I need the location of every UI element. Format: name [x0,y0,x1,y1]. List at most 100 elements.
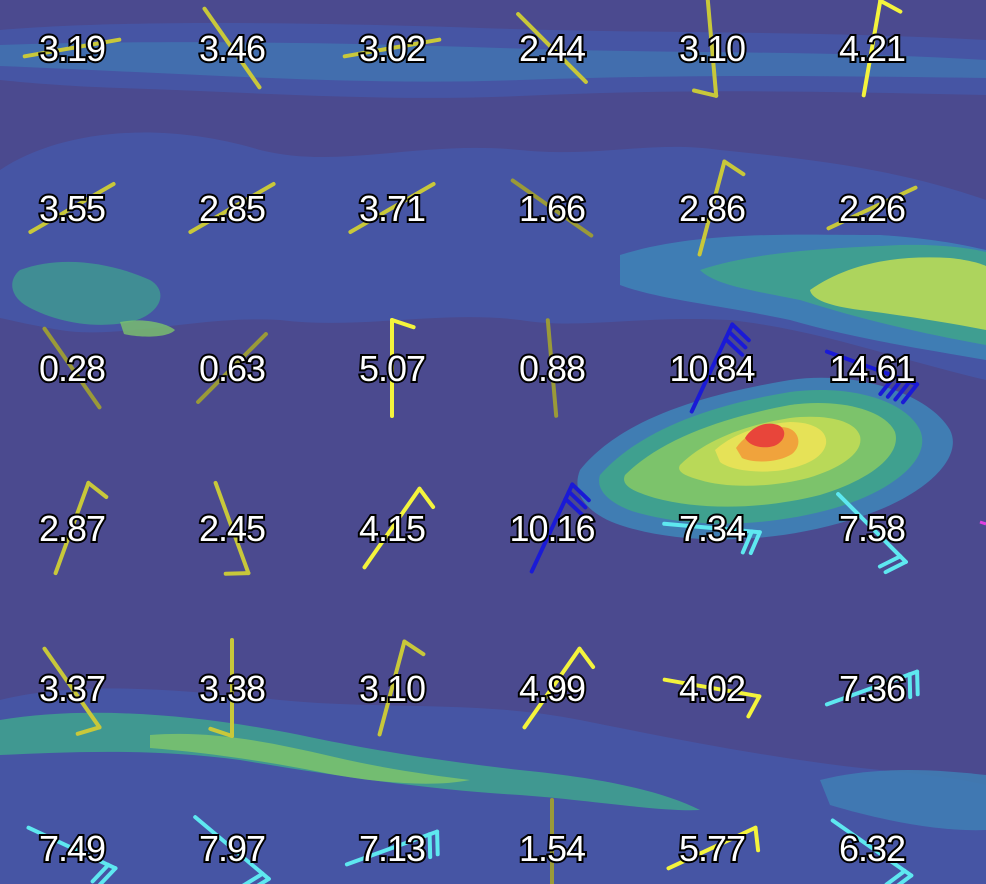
wind-speed-label: 2.45 [199,508,265,549]
wind-barb-tick [877,554,903,569]
wind-speed-label: 10.16 [509,508,594,549]
wind-barb [861,0,903,98]
wind-barb-shaft [522,646,582,730]
wind-barb-tick [97,866,118,884]
wind-barb [826,185,918,231]
wind-barb [390,318,416,418]
wind-barb-shaft [830,818,914,878]
wind-barb-shaft [42,326,102,410]
wind-speed-label: 4.15 [359,508,425,549]
wind-barb-shaft [53,480,91,576]
wind-barb [348,182,436,234]
wind-barb-tick [893,379,912,402]
wind-barb-tick [86,480,109,499]
wind-barb-tick [417,486,436,509]
wind-speed-label: 0.63 [199,348,265,389]
wind-barb-tick [75,725,102,736]
wind-barb [26,825,118,884]
wind-speed-label: 0.88 [519,348,585,389]
wind-barb-shaft [42,646,102,730]
wind-barb [188,182,276,234]
wind-barb [824,669,920,707]
wind-barb [342,37,442,59]
wind-speed-label: 7.13 [359,828,425,869]
wind-barb-tick [896,873,914,884]
wind-barb-tick [753,825,761,853]
wind-barb-shaft [22,37,122,59]
wind-barb [836,492,908,575]
wind-speed-label: 3.19 [39,28,105,69]
wind-speed-label: 1.54 [519,828,585,869]
wind-barb-tick [90,862,111,884]
wind-speed-label: 7.34 [679,508,745,549]
wind-barb [689,322,751,414]
wind-barb-tick [885,376,905,399]
wind-barb-tick [915,669,920,697]
wind-speed-label: 7.49 [39,828,105,869]
wind-speed-label: 3.46 [199,28,265,69]
wind-speed-label: 3.10 [679,28,745,69]
contour-lower-band-green [150,733,470,784]
wind-barb-tick [723,337,745,357]
wind-barb-tick [390,318,416,330]
wind-speed-label: 14.61 [829,348,914,389]
wind-speed-label: 3.55 [39,188,105,229]
wind-barb-tick [901,382,920,405]
wind-speed-label: 7.36 [839,668,905,709]
wind-barb-tick [907,672,913,700]
wind-barb-tick [722,159,746,177]
wind-barb [208,638,234,738]
wind-speed-label: 2.26 [839,188,905,229]
wind-barb [196,332,268,404]
wind-barb-shaft [377,639,407,737]
wind-speed-label: 5.07 [359,348,425,389]
wind-barb-tick [884,868,907,884]
wind-speed-label: 7.58 [839,508,905,549]
wind-barb [42,326,102,410]
contour-jet-red [745,423,785,448]
wind-speed-label: 7.97 [199,828,265,869]
wind-barb-tick [427,832,433,860]
wind-barb-shaft [516,12,588,84]
wind-barb [830,818,914,884]
wind-barb-tick [740,529,754,555]
wind-barb-shaft [342,37,442,59]
wind-barb-tick [883,559,908,575]
wind-barb-tick [570,482,591,503]
wind-barb [377,639,426,737]
wind-barb-tick [726,329,748,350]
wind-barb-shaft [344,829,440,867]
wind-speed-label: 4.02 [679,668,745,709]
wind-barb-shaft [213,480,251,576]
wind-barb-shaft [196,332,268,404]
wind-barb-tick [256,876,271,884]
wind-speed-label: 5.77 [679,828,745,869]
wind-barb-shaft [362,486,422,570]
wind-barb [53,480,109,576]
contour-upper-left-patch [12,261,161,325]
wind-barb [344,829,440,867]
wind-barb-shaft [545,318,559,418]
wind-speed-label: 2.85 [199,188,265,229]
wind-speed-label: 1.66 [519,188,585,229]
wind-barb [662,677,762,719]
wind-barb-tick [223,571,251,576]
wind-barb [522,646,596,730]
wind-speed-label: 4.99 [519,668,585,709]
wind-barb-shaft [836,492,908,564]
wind-barb-tick [748,530,762,556]
wind-barb-tick [577,646,596,669]
wind-barb-tick [563,497,585,517]
contour-right-streak-core [810,257,986,330]
wind-speed-label: 6.32 [839,828,905,869]
wind-barb-shaft [202,6,262,90]
wind-speed-label: 3.71 [359,188,425,229]
contour-lower-right [820,770,986,831]
wind-barb [28,182,116,234]
wind-speed-label: 0.28 [39,348,105,389]
wind-barb [362,486,436,570]
wind-barb-shaft [826,185,918,231]
wind-barb-tick [208,726,234,738]
wind-barb [697,159,746,257]
